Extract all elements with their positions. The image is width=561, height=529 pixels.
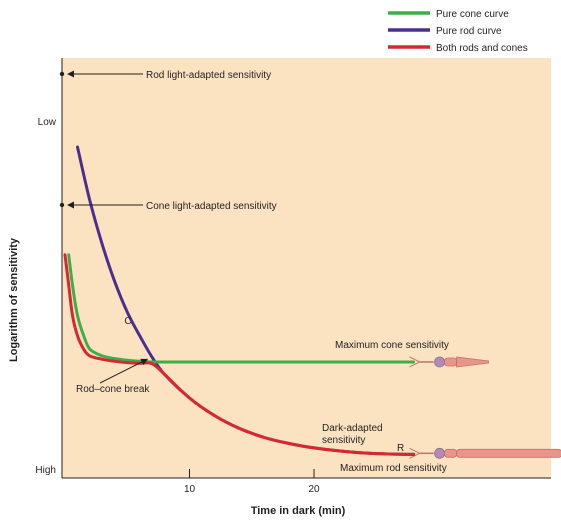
y-end-label-low: Low [38, 117, 57, 128]
x-tick-label: 10 [184, 484, 196, 495]
y-axis-label: Logarithm of sensitivity [8, 237, 20, 362]
cell-outer-segment [456, 356, 489, 368]
legend: Pure cone curve Pure rod curve Both rods… [388, 9, 528, 54]
y-end-label-high: High [35, 465, 56, 476]
max-rod-sensitivity-label: Maximum rod sensitivity [340, 463, 447, 474]
x-axis-label: Time in dark (min) [251, 505, 346, 517]
photoreceptor-illustrations [409, 356, 561, 459]
cell-axon-branch [409, 356, 420, 363]
annotations: Rod light-adapted sensitivity Cone light-… [59, 70, 449, 474]
series-line-cone [67, 253, 416, 364]
rod-light-adapted-label: Rod light-adapted sensitivity [146, 70, 271, 81]
cell-axon-branch [409, 447, 420, 454]
rod-light-adapted-dot [59, 71, 65, 77]
x-tick-label: 20 [308, 484, 320, 495]
cone-light-adapted-dot [59, 202, 65, 208]
rod-cone-break-label: Rod–cone break [76, 384, 150, 395]
cone-cell-illustration [409, 356, 489, 368]
point-c-label: C [124, 316, 131, 327]
cell-outer-segment [456, 448, 561, 458]
rod-cone-break-arrow [99, 358, 149, 384]
rod-cell-illustration [409, 447, 561, 459]
cell-inner-segment [444, 357, 458, 367]
cell-inner-segment [444, 448, 458, 458]
dark-adapted-label-2: sensitivity [322, 435, 365, 446]
cell-nucleus [434, 447, 446, 459]
legend-label-cone: Pure cone curve [436, 9, 509, 20]
cell-axon-branch [409, 452, 420, 459]
max-cone-sensitivity-label: Maximum cone sensitivity [335, 340, 449, 351]
cell-nucleus [434, 356, 446, 368]
legend-label-both: Both rods and cones [436, 43, 528, 54]
cell-axon-branch [409, 361, 420, 368]
x-ticks: 10 20 [184, 469, 320, 495]
cone-light-adapted-label: Cone light-adapted sensitivity [146, 201, 277, 212]
plot-background [62, 58, 551, 478]
legend-label-rod: Pure rod curve [436, 26, 502, 37]
series-line-both [63, 253, 416, 457]
point-r-label: R [397, 443, 404, 454]
series-lines [63, 145, 416, 457]
dark-adapted-label-1: Dark-adapted [322, 423, 383, 434]
